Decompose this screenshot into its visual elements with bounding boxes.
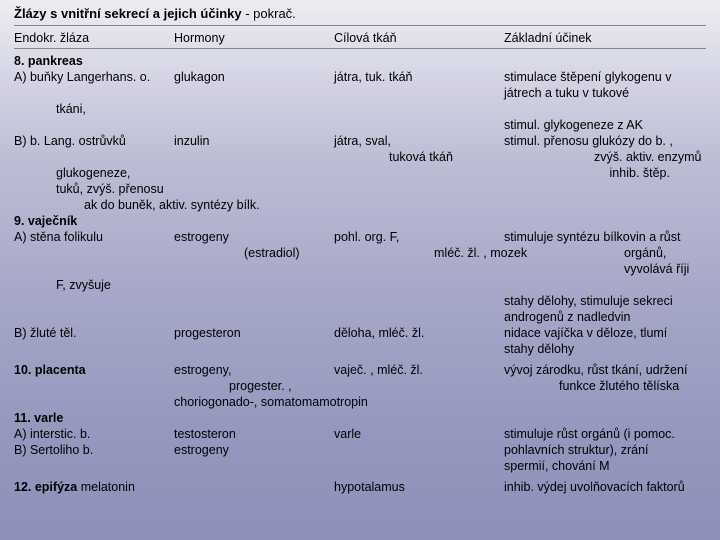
hdr-c3: Cílová tkáň <box>334 30 504 46</box>
r9a-l2-c2: (estradiol) <box>174 245 404 261</box>
r11b-c2: estrogeny <box>174 442 334 458</box>
r10-l2: progester. , funkce žlutého tělíska <box>14 378 706 394</box>
r8b-c2: inzulin <box>174 133 334 149</box>
r9b-c4a: nidace vajíčka v děloze, tlumí <box>504 325 706 341</box>
r12-c1: 12. epifýza melatonin <box>14 479 174 495</box>
r11a-c1: A) interstic. b. <box>14 426 174 442</box>
r10: 10. placenta estrogeny, vaječ. , mléč. ž… <box>14 362 706 378</box>
rule-top <box>14 25 706 26</box>
r10-c2b: progester. , <box>174 378 389 394</box>
r11-title: 11. varle <box>14 410 174 426</box>
r8-b-l3: glukogeneze, inhib. štěp. <box>14 165 706 181</box>
r8-a-l2: játrech a tuku v tukové <box>14 85 706 101</box>
r12-c4: inhib. výdej uvolňovacích faktorů <box>504 479 706 495</box>
r8-head: 8. pankreas <box>14 53 706 69</box>
page-title: Žlázy s vnitřní sekrecí a jejich účinky … <box>14 6 706 23</box>
r10-c2a: estrogeny, <box>174 362 334 378</box>
r8b-l3-c4: inhib. štěp. <box>546 165 706 181</box>
r8a-c1: A) buňky Langerhans. o. <box>14 69 174 85</box>
r11a-c4: stimuluje růst orgánů (i pomoc. <box>504 426 706 442</box>
r8b-l2-c3: tuková tkáň <box>334 149 559 165</box>
r12-c1a: 12. epifýza <box>14 480 77 494</box>
r9a-c2: estrogeny <box>174 229 334 245</box>
r10-title: 10. placenta <box>14 362 174 378</box>
hdr-c4: Základní účinek <box>504 30 706 46</box>
r8b-l3-c1: glukogeneze, <box>14 165 376 181</box>
r10-c4b: funkce žlutého tělíska <box>559 378 706 394</box>
r9a-inset: F, zvyšuje <box>14 277 706 293</box>
r8-b-l2: tuková tkáň zvýš. aktiv. enzymů <box>14 149 706 165</box>
r9-a-l2: (estradiol) mléč. žl. , mozek orgánů, vy… <box>14 245 706 277</box>
hdr-c2: Hormony <box>174 30 334 46</box>
r9-b: B) žluté těl. progesteron děloha, mléč. … <box>14 325 706 341</box>
r8b-c4: stimul. přenosu glukózy do b. , <box>504 133 706 149</box>
r9-b-pre2: androgenů z nadledvin <box>14 309 706 325</box>
r8b-pre: stimul. glykogeneze z AK <box>504 117 706 133</box>
r12-c1b: melatonin <box>77 480 135 494</box>
r11a-c3: varle <box>334 426 504 442</box>
r10-c2c: choriogonado-, somatomamotropin <box>174 394 368 410</box>
r8-b: B) b. Lang. ostrůvků inzulin játra, sval… <box>14 133 706 149</box>
r10-c4a: vývoj zárodku, růst tkání, udržení <box>504 362 706 378</box>
r8a-c3: játra, tuk. tkáň <box>334 69 504 85</box>
rule-hdr <box>14 48 706 49</box>
r9a-c4: stimuluje syntézu bílkovin a růst <box>504 229 706 245</box>
r10-c3a: vaječ. , mléč. žl. <box>334 362 504 378</box>
r9b-c4b: stahy dělohy <box>504 341 706 357</box>
r8b-c1: B) b. Lang. ostrůvků <box>14 133 174 149</box>
r8a-c2: glukagon <box>174 69 334 85</box>
r8a-c4a: stimulace štěpení glykogenu v <box>504 69 706 85</box>
r9-a: A) stěna folikulu estrogeny pohl. org. F… <box>14 229 706 245</box>
r8b-l4: tuků, zvýš. přenosu <box>14 181 706 197</box>
r8-inset-text: tkáni, <box>14 101 86 117</box>
r11-head: 11. varle <box>14 410 706 426</box>
r8b-l5: ak do buněk, aktiv. syntézy bílk. <box>14 197 706 213</box>
r9b-pre1: stahy dělohy, stimuluje sekreci <box>504 293 706 309</box>
r8-a: A) buňky Langerhans. o. glukagon játra, … <box>14 69 706 85</box>
r8-title: 8. pankreas <box>14 53 174 69</box>
r9b-c1: B) žluté těl. <box>14 325 174 341</box>
r11-a: A) interstic. b. testosteron varle stimu… <box>14 426 706 442</box>
r8-inset: tkáni, <box>14 101 706 117</box>
r9-b-l2: stahy dělohy <box>14 341 706 357</box>
r8b-c3: játra, sval, <box>334 133 504 149</box>
r9a-l2-c4: orgánů, vyvolává říji <box>604 245 706 277</box>
document-page: Žlázy s vnitřní sekrecí a jejich účinky … <box>0 0 720 495</box>
r8b-l2-c4: zvýš. aktiv. enzymů <box>559 149 706 165</box>
title-text: Žlázy s vnitřní sekrecí a jejich účinky <box>14 6 242 21</box>
r8-b-pre: stimul. glykogeneze z AK <box>14 117 706 133</box>
r11b-c1: B) Sertoliho b. <box>14 442 174 458</box>
header-row: Endokr. žláza Hormony Cílová tkáň Základ… <box>14 30 706 46</box>
r9b-pre2: androgenů z nadledvin <box>504 309 706 325</box>
r11b-c4: pohlavních struktur), zrání <box>504 442 706 458</box>
r9a-l2-c3: mléč. žl. , mozek <box>404 245 604 261</box>
r9-b-pre1: stahy dělohy, stimuluje sekreci <box>14 293 706 309</box>
r11-l3-c4: spermií, chování M <box>504 458 706 474</box>
r8a-c4b: játrech a tuku v tukové <box>504 85 706 101</box>
hdr-c1: Endokr. žláza <box>14 30 174 46</box>
title-cont: - pokrač. <box>242 6 296 21</box>
r10-l3: choriogonado-, somatomamotropin <box>14 394 706 410</box>
r11-b: B) Sertoliho b. estrogeny pohlavních str… <box>14 442 706 458</box>
r11a-c2: testosteron <box>174 426 334 442</box>
r9a-c1: A) stěna folikulu <box>14 229 174 245</box>
r11-l3: spermií, chování M <box>14 458 706 474</box>
r9-head: 9. vaječník <box>14 213 706 229</box>
r9-title: 9. vaječník <box>14 213 174 229</box>
r9b-c3: děloha, mléč. žl. <box>334 325 504 341</box>
r12: 12. epifýza melatonin hypotalamus inhib.… <box>14 479 706 495</box>
r12-c3: hypotalamus <box>334 479 504 495</box>
r9b-c2: progesteron <box>174 325 334 341</box>
r9a-c3: pohl. org. F, <box>334 229 504 245</box>
